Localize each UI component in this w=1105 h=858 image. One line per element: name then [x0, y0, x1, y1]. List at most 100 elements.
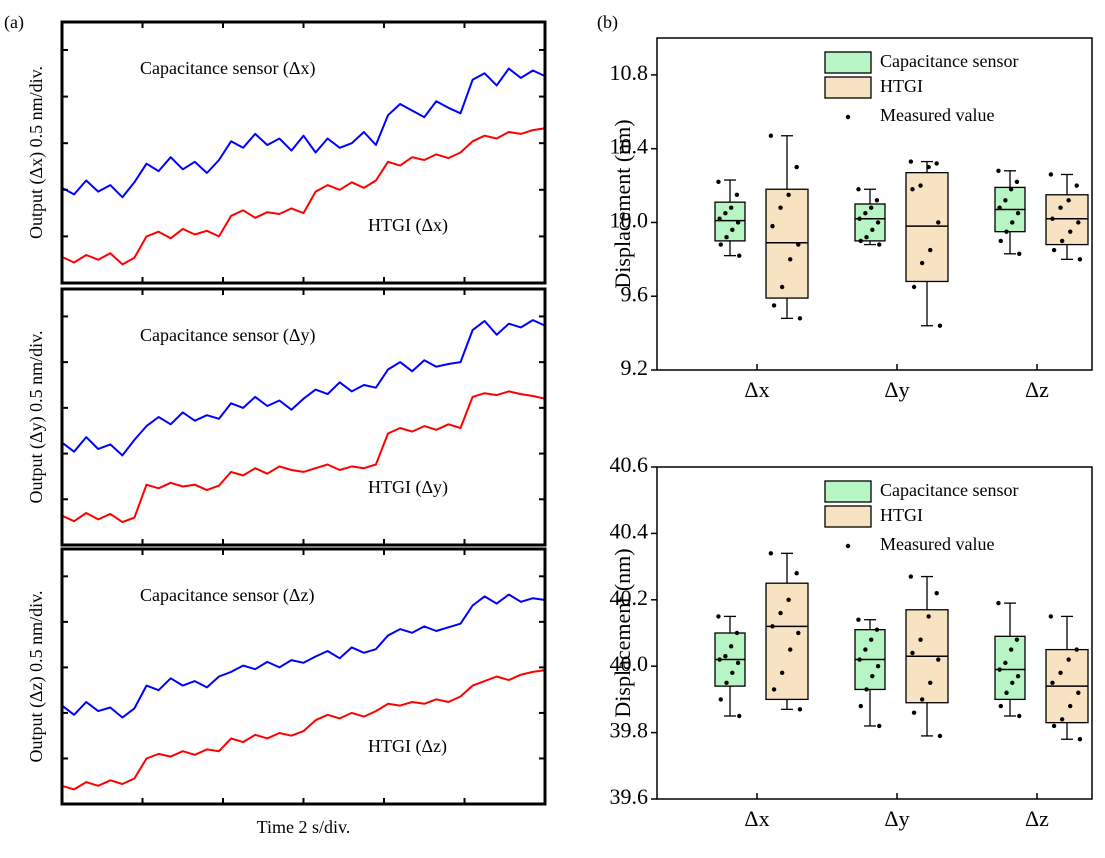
measured-point — [934, 161, 939, 166]
measured-point — [1077, 257, 1083, 262]
legend-label: Measured value — [880, 105, 994, 125]
measured-point — [1050, 216, 1055, 221]
measured-point — [716, 614, 721, 619]
measured-point — [911, 710, 917, 715]
measured-point — [737, 713, 742, 719]
measured-point — [910, 187, 915, 192]
measured-point — [1014, 179, 1020, 185]
measured-point — [1048, 172, 1054, 177]
measured-point — [864, 235, 869, 240]
measured-point — [926, 164, 931, 170]
x-axis-label: Time 2 s/div. — [257, 817, 351, 837]
measured-point — [1008, 647, 1014, 652]
measured-point — [858, 238, 863, 244]
measured-point — [724, 680, 729, 685]
measured-point — [1068, 703, 1073, 709]
measured-point — [857, 657, 862, 662]
measured-point — [723, 654, 728, 659]
legend-point — [845, 543, 851, 549]
measured-point — [1014, 637, 1020, 642]
y-axis-label: Output (Δy) 0.5 nm/div. — [26, 331, 47, 504]
measured-point — [926, 614, 931, 619]
measured-point — [863, 647, 868, 652]
panel-label: (b) — [597, 12, 618, 33]
measured-point — [877, 723, 882, 729]
measured-point — [1017, 713, 1022, 719]
measured-point — [730, 227, 735, 233]
measured-point — [1076, 220, 1081, 225]
measured-point — [874, 198, 880, 203]
measured-point — [1059, 717, 1065, 722]
y-tick-label: 39.6 — [610, 784, 649, 809]
y-tick-label: 40.4 — [610, 518, 649, 543]
trace — [61, 67, 546, 199]
measured-point — [918, 183, 923, 188]
trace — [61, 593, 546, 719]
x-tick-label: Δy — [884, 377, 909, 402]
measured-point — [1058, 205, 1063, 210]
measured-point — [730, 670, 735, 676]
measured-point — [723, 211, 728, 216]
measured-point — [919, 260, 925, 266]
measured-point — [1050, 680, 1055, 685]
measured-point — [724, 235, 729, 240]
measured-point — [870, 673, 875, 679]
plot-frame — [60, 547, 547, 806]
measured-point — [1066, 198, 1071, 203]
legend-swatch — [824, 51, 872, 74]
measured-point — [734, 630, 740, 636]
measured-point — [1077, 737, 1083, 742]
x-tick-label: Δz — [1025, 806, 1049, 831]
trace — [61, 319, 546, 457]
measured-point — [1015, 673, 1021, 679]
measured-point — [1051, 247, 1057, 253]
y-tick-label: 10.8 — [610, 60, 649, 85]
measured-point — [1015, 211, 1021, 216]
trace-label: Capacitance sensor (Δz) — [140, 585, 315, 606]
box — [765, 582, 809, 701]
measured-point — [786, 192, 791, 197]
measured-point — [1076, 690, 1081, 695]
measured-point — [1010, 220, 1015, 225]
legend-label: Capacitance sensor — [880, 480, 1018, 500]
measured-point — [735, 220, 741, 225]
measured-point — [997, 205, 1002, 210]
measured-point — [998, 703, 1003, 709]
measured-point — [786, 597, 791, 602]
trace — [61, 669, 546, 791]
measured-point — [778, 205, 783, 210]
y-tick-label: 9.2 — [621, 355, 649, 380]
measured-point — [779, 284, 785, 290]
measured-point — [1003, 198, 1008, 203]
measured-point — [998, 238, 1003, 244]
measured-point — [858, 703, 863, 709]
measured-point — [908, 574, 914, 579]
legend-label: Capacitance sensor — [880, 51, 1018, 71]
plot-frame — [656, 37, 1093, 371]
measured-point — [778, 610, 783, 616]
measured-point — [779, 670, 785, 676]
plot-frame — [656, 466, 1093, 800]
trace-label: HTGI (Δy) — [368, 477, 448, 498]
measured-point — [716, 179, 721, 185]
measured-point — [874, 627, 880, 632]
trace-label: HTGI (Δz) — [368, 736, 447, 757]
measured-point — [936, 657, 941, 662]
y-tick-label: 10.0 — [610, 207, 649, 232]
measured-point — [770, 223, 775, 229]
measured-point — [794, 571, 799, 576]
measured-point — [863, 211, 868, 216]
measured-point — [857, 216, 862, 221]
measured-point — [1003, 660, 1008, 666]
measured-point — [1074, 183, 1079, 188]
legend-swatch — [824, 76, 872, 99]
measured-point — [936, 220, 941, 225]
measured-point — [937, 733, 943, 739]
measured-point — [1004, 229, 1009, 234]
measured-point — [910, 650, 915, 656]
legend-label: HTGI — [880, 505, 923, 525]
measured-point — [877, 242, 882, 247]
trace — [61, 390, 546, 524]
measured-point — [875, 664, 881, 669]
